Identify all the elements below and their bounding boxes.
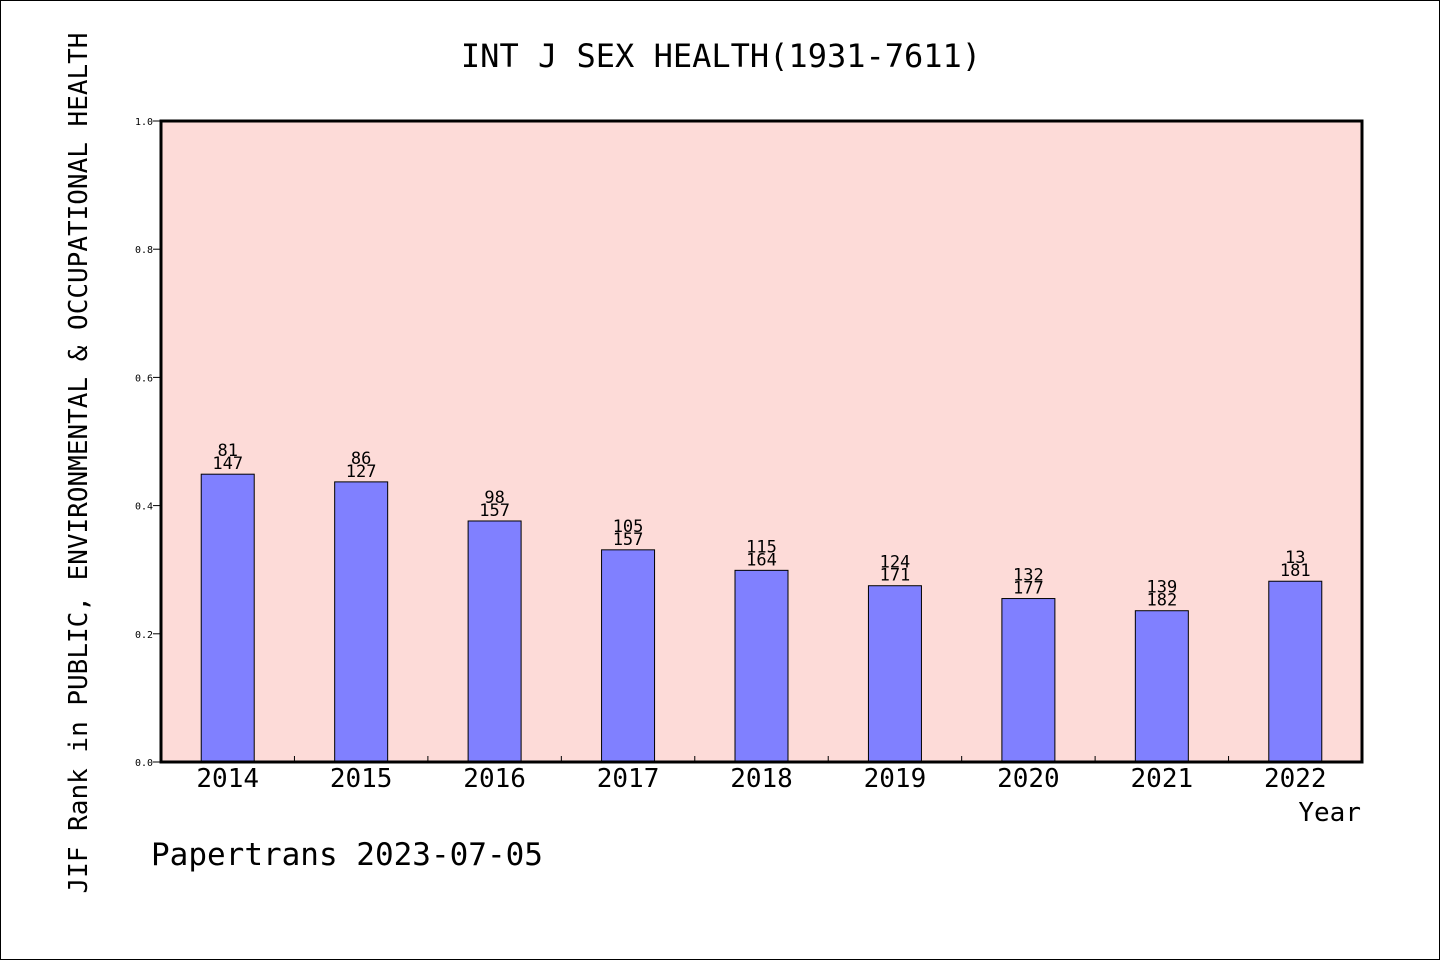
bar-rank-label: 81	[217, 441, 237, 461]
bar-2015	[334, 481, 389, 763]
bar-total-label: 181	[1280, 561, 1311, 581]
bar-rank-label: 13	[1285, 548, 1305, 568]
y-tick-label: 0.0	[135, 758, 153, 769]
x-tick-label: 2015	[330, 764, 393, 794]
bar-total-label: 171	[880, 566, 911, 586]
x-tick-label: 2020	[997, 764, 1060, 794]
y-tick-label: 1.0	[135, 117, 153, 128]
x-tick-label: 2016	[463, 764, 526, 794]
bar-2022	[1268, 580, 1323, 763]
bar-rank-label: 105	[613, 517, 644, 537]
bar-total-label: 147	[212, 454, 243, 474]
bar-total-label: 164	[746, 550, 777, 570]
y-tick-label: 0.4	[135, 502, 153, 513]
x-tick-label: 2021	[1131, 764, 1194, 794]
bar-rank-label: 124	[880, 553, 911, 573]
bars-group	[200, 473, 1323, 763]
footer-text: Papertrans 2023-07-05	[151, 837, 543, 873]
bar-2019	[867, 585, 922, 763]
bar-rank-label: 86	[351, 449, 371, 469]
bar-2016	[467, 520, 522, 763]
bar-total-label: 157	[479, 501, 510, 521]
bar-2017	[601, 549, 656, 763]
bar-total-label: 157	[613, 530, 644, 550]
bar-total-label: 177	[1013, 579, 1044, 599]
bar-2018	[734, 569, 789, 763]
bar-rank-label: 132	[1013, 566, 1044, 586]
bar-rank-label: 139	[1146, 578, 1177, 598]
bar-rank-label: 98	[484, 488, 504, 508]
x-tick-labels-group: 2014 2015 2016 2017 2018 2019 2020 2021 2022	[196, 764, 1326, 794]
y-tick-label: 0.8	[135, 245, 153, 256]
x-tick-label: 2018	[730, 764, 793, 794]
chart-title: INT J SEX HEALTH(1931-7611)	[461, 37, 981, 75]
x-tick-label: 2014	[196, 764, 259, 794]
x-tick-label: 2019	[864, 764, 927, 794]
bar-total-label: 182	[1146, 591, 1177, 611]
bar-2020	[1001, 598, 1056, 763]
x-tick-label: 2022	[1264, 764, 1327, 794]
bar-rank-label: 115	[746, 537, 777, 557]
y-axis-label: JIF Rank in PUBLIC, ENVIRONMENTAL & OCCU…	[64, 33, 94, 894]
bar-2021	[1134, 610, 1189, 763]
y-tick-label: 0.2	[135, 630, 153, 641]
y-tick-label: 0.6	[135, 373, 153, 384]
x-axis-label: Year	[1298, 798, 1361, 828]
bar-total-label: 127	[346, 462, 377, 482]
x-tick-label: 2017	[597, 764, 660, 794]
plot-border	[159, 119, 1364, 764]
bar-2014	[200, 473, 255, 763]
